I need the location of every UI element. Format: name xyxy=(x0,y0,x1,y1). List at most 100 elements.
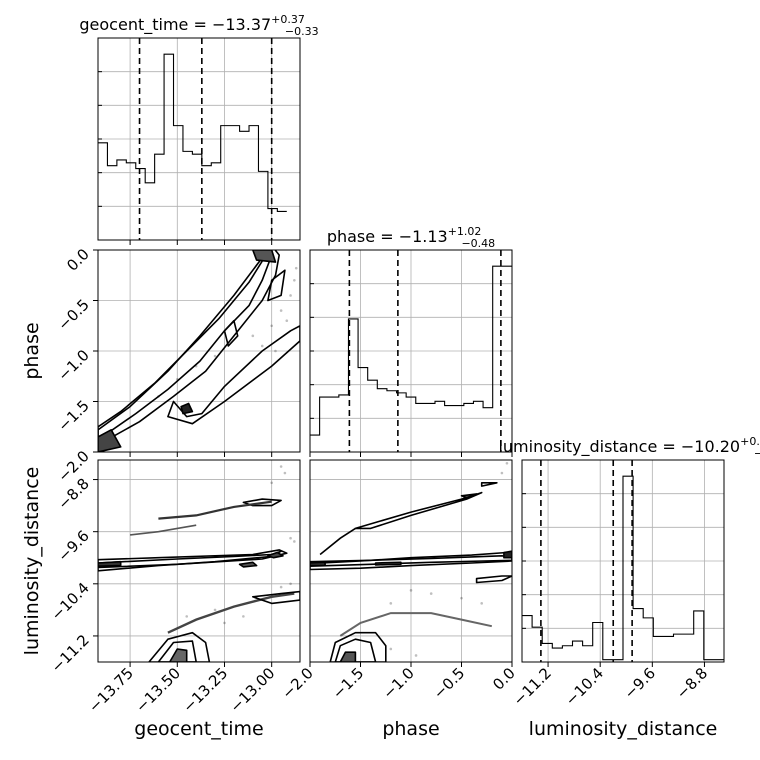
y-tick-label: −9.6 xyxy=(54,527,92,565)
contour-mid xyxy=(157,640,197,662)
contour-inner xyxy=(168,648,188,662)
x-tick-label: −10.4 xyxy=(562,664,607,709)
histogram-bar xyxy=(126,163,135,240)
contour-inner xyxy=(98,429,122,452)
sample-point xyxy=(213,354,217,358)
contour-inner xyxy=(98,560,122,567)
histogram-bar xyxy=(174,126,183,240)
contour-inner xyxy=(252,250,277,263)
sample-point xyxy=(274,349,277,353)
contour-outer xyxy=(480,482,498,487)
x-axis-label-geocent_time: geocent_time xyxy=(134,718,263,740)
histogram-bar xyxy=(202,166,211,240)
histogram-bar xyxy=(684,634,694,662)
x-tick-label: −13.25 xyxy=(179,664,231,716)
y-axis-label-phase: phase xyxy=(21,322,43,379)
histogram-bar xyxy=(221,126,230,240)
x-axis-label-luminosity_distance: luminosity_distance xyxy=(529,718,718,740)
sample-point xyxy=(270,481,273,485)
contour-mid xyxy=(334,638,377,662)
x-tick-label: −13.75 xyxy=(85,664,137,716)
histogram-bar xyxy=(368,380,378,452)
contour-outer xyxy=(252,590,300,605)
sample-point xyxy=(480,602,484,605)
histogram-bar xyxy=(136,169,145,240)
ridge-line xyxy=(167,592,295,634)
histogram-bar xyxy=(502,266,512,452)
sample-point xyxy=(505,461,509,465)
histogram-bar xyxy=(454,406,464,452)
histogram-bar xyxy=(145,183,154,240)
histogram-bar xyxy=(277,211,286,240)
histogram-bar xyxy=(230,126,239,240)
histogram-bar xyxy=(192,154,201,240)
sample-point xyxy=(270,324,273,328)
contour-outer xyxy=(354,491,483,530)
histogram-bar xyxy=(425,403,435,452)
sample-point xyxy=(460,596,463,600)
histogram-step xyxy=(522,475,724,661)
sample-point xyxy=(289,536,292,540)
contour-inner xyxy=(310,561,326,567)
sample-point xyxy=(289,294,292,297)
histogram-bar xyxy=(117,160,126,240)
sample-point xyxy=(251,334,255,338)
panel-geocent_time-luminosity_distance xyxy=(98,465,300,662)
histogram-bar xyxy=(435,401,445,452)
sample-point xyxy=(293,540,296,543)
contour-outer xyxy=(310,551,512,571)
histogram-bar xyxy=(183,151,192,240)
histogram-phase xyxy=(310,250,512,452)
x-tick-label: −1.0 xyxy=(379,664,417,702)
ridge-line xyxy=(319,527,356,556)
panel-phase-luminosity_distance xyxy=(310,461,512,662)
x-tick-label: −13.50 xyxy=(132,664,184,716)
y-tick-label: 0.0 xyxy=(63,245,93,275)
sample-point xyxy=(293,279,296,282)
histogram-bar xyxy=(653,636,663,662)
sample-point xyxy=(157,395,160,398)
x-tick-label: 0.0 xyxy=(489,664,519,694)
sample-point xyxy=(429,592,433,595)
x-tick-label: −9.6 xyxy=(621,664,659,702)
y-axis-label-luminosity_distance: luminosity_distance xyxy=(21,467,43,656)
y-tick-label: −1.5 xyxy=(54,397,92,435)
contour-outer xyxy=(329,631,387,662)
sample-point xyxy=(283,471,287,475)
panel-geocent_time-phase xyxy=(98,250,300,452)
histogram-bar xyxy=(155,154,164,240)
histogram-bar xyxy=(573,641,583,662)
histogram-bar xyxy=(164,54,173,240)
x-tick-label: −8.8 xyxy=(673,664,711,702)
histogram-bar xyxy=(674,634,684,662)
contour-inner xyxy=(503,550,512,559)
sample-point xyxy=(242,615,245,618)
histogram-bar xyxy=(329,397,339,452)
sample-point xyxy=(260,344,264,348)
histogram-bar xyxy=(473,401,483,452)
contour-inner xyxy=(238,561,258,568)
sample-point xyxy=(279,585,283,589)
histogram-step xyxy=(310,265,512,436)
ridge-line xyxy=(158,500,272,520)
sample-point xyxy=(194,364,198,368)
contour-inner xyxy=(267,551,284,559)
histogram-bar xyxy=(339,395,349,452)
histogram-bar xyxy=(445,406,455,452)
ridge-line xyxy=(130,524,197,536)
title-luminosity_distance: luminosity_distance = −10.20+0.29−1.11 xyxy=(498,435,760,460)
contour-inner xyxy=(374,561,402,566)
x-axis-label-phase: phase xyxy=(382,718,439,740)
histogram-bar xyxy=(249,126,258,240)
histogram-luminosity_distance xyxy=(522,460,724,662)
y-tick-label: −1.0 xyxy=(54,346,92,384)
histogram-bar xyxy=(358,368,368,452)
histogram-bar xyxy=(240,131,249,240)
x-tick-label: −0.5 xyxy=(430,664,468,702)
histogram-bar xyxy=(98,143,107,240)
contour-mid xyxy=(267,269,286,302)
sample-point xyxy=(279,309,283,312)
y-tick-label: −0.5 xyxy=(54,296,92,334)
histogram-bar xyxy=(464,403,474,452)
sample-point xyxy=(223,621,226,625)
